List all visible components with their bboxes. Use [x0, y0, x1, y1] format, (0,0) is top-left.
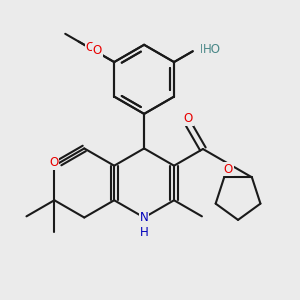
Text: O: O [49, 156, 58, 169]
Text: O: O [86, 41, 95, 54]
Text: N: N [140, 211, 148, 224]
Text: O: O [183, 112, 193, 125]
Text: HO: HO [202, 43, 220, 56]
Text: HO: HO [200, 43, 218, 56]
Text: O: O [93, 44, 102, 57]
Text: H: H [140, 226, 148, 239]
Text: O: O [224, 163, 233, 176]
